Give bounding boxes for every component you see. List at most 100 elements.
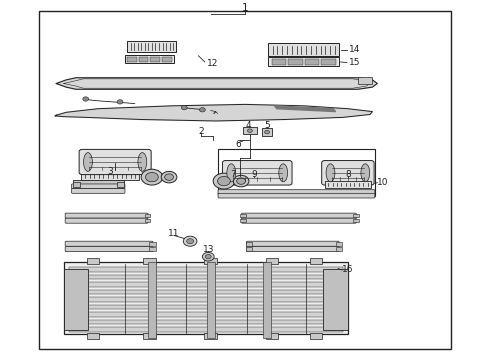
Bar (69, 312, 343, 317)
Bar (353, 219, 359, 222)
Text: 4: 4 (245, 121, 251, 130)
Text: 2: 2 (198, 127, 204, 136)
Bar (336, 242, 342, 246)
Circle shape (247, 129, 252, 132)
Bar (39, 11, 451, 349)
Bar (353, 214, 359, 217)
Bar (127, 41, 176, 52)
Bar (288, 59, 303, 65)
FancyBboxPatch shape (242, 218, 356, 223)
Circle shape (183, 236, 197, 246)
Bar (263, 262, 271, 338)
Text: 14: 14 (349, 45, 360, 54)
Bar (145, 214, 150, 217)
Bar (73, 180, 124, 185)
Circle shape (218, 176, 230, 186)
Polygon shape (55, 104, 372, 121)
Bar (87, 258, 99, 264)
Bar (310, 258, 322, 264)
Ellipse shape (138, 153, 147, 171)
Circle shape (265, 130, 270, 134)
Bar (162, 57, 172, 62)
Bar (262, 128, 272, 136)
Ellipse shape (227, 164, 236, 182)
Bar (73, 182, 80, 187)
FancyBboxPatch shape (321, 161, 374, 185)
FancyBboxPatch shape (246, 241, 339, 246)
Bar (69, 267, 343, 272)
Bar (240, 219, 246, 222)
Bar (243, 127, 257, 134)
Text: 3: 3 (107, 166, 113, 176)
Bar (149, 247, 156, 251)
Circle shape (187, 239, 194, 244)
Bar (143, 258, 156, 264)
Bar (69, 290, 343, 294)
Bar (145, 219, 150, 222)
Ellipse shape (326, 164, 335, 182)
Ellipse shape (83, 153, 92, 171)
Polygon shape (274, 106, 336, 112)
FancyBboxPatch shape (79, 149, 151, 175)
Ellipse shape (361, 164, 369, 182)
Bar (305, 59, 319, 65)
Bar (204, 333, 217, 339)
Bar (246, 247, 252, 251)
Bar (117, 182, 124, 187)
Text: 12: 12 (207, 59, 219, 68)
Bar (266, 333, 278, 339)
Bar (321, 59, 336, 65)
FancyBboxPatch shape (72, 184, 125, 189)
Circle shape (146, 172, 158, 182)
Bar (240, 214, 246, 217)
Bar (69, 320, 343, 324)
Bar (271, 59, 286, 65)
Circle shape (181, 105, 187, 110)
Polygon shape (56, 78, 377, 89)
Bar (69, 305, 343, 309)
Bar (150, 57, 160, 62)
Bar (269, 58, 339, 67)
Text: 6: 6 (236, 140, 242, 149)
FancyBboxPatch shape (246, 247, 339, 252)
Bar (64, 262, 348, 334)
FancyBboxPatch shape (218, 190, 375, 194)
Bar (148, 262, 156, 338)
FancyBboxPatch shape (222, 161, 292, 185)
Bar (218, 149, 375, 196)
Bar (69, 327, 343, 332)
FancyBboxPatch shape (218, 193, 375, 198)
Bar (204, 258, 217, 264)
Bar (266, 258, 278, 264)
Circle shape (233, 175, 249, 187)
Bar (269, 43, 339, 56)
Circle shape (165, 174, 173, 180)
Circle shape (161, 171, 177, 183)
Bar (336, 247, 342, 251)
Circle shape (83, 97, 89, 101)
Circle shape (199, 108, 205, 112)
Text: 15: 15 (349, 58, 360, 67)
Text: 7: 7 (230, 170, 236, 179)
Bar (207, 262, 215, 338)
FancyBboxPatch shape (65, 218, 148, 223)
FancyBboxPatch shape (65, 241, 153, 246)
Circle shape (202, 252, 214, 261)
Bar (324, 181, 371, 188)
Bar (149, 242, 156, 246)
Circle shape (213, 173, 235, 189)
FancyBboxPatch shape (242, 213, 356, 218)
Bar (310, 333, 322, 339)
Ellipse shape (279, 164, 288, 182)
Text: 16: 16 (342, 266, 353, 275)
Bar (87, 333, 99, 339)
Bar (125, 55, 174, 63)
Text: 9: 9 (251, 170, 257, 179)
Circle shape (141, 169, 163, 185)
Circle shape (117, 100, 123, 104)
Bar (64, 269, 88, 330)
Circle shape (205, 255, 211, 259)
Bar (69, 297, 343, 302)
Text: 1: 1 (242, 3, 248, 13)
FancyBboxPatch shape (65, 247, 153, 252)
